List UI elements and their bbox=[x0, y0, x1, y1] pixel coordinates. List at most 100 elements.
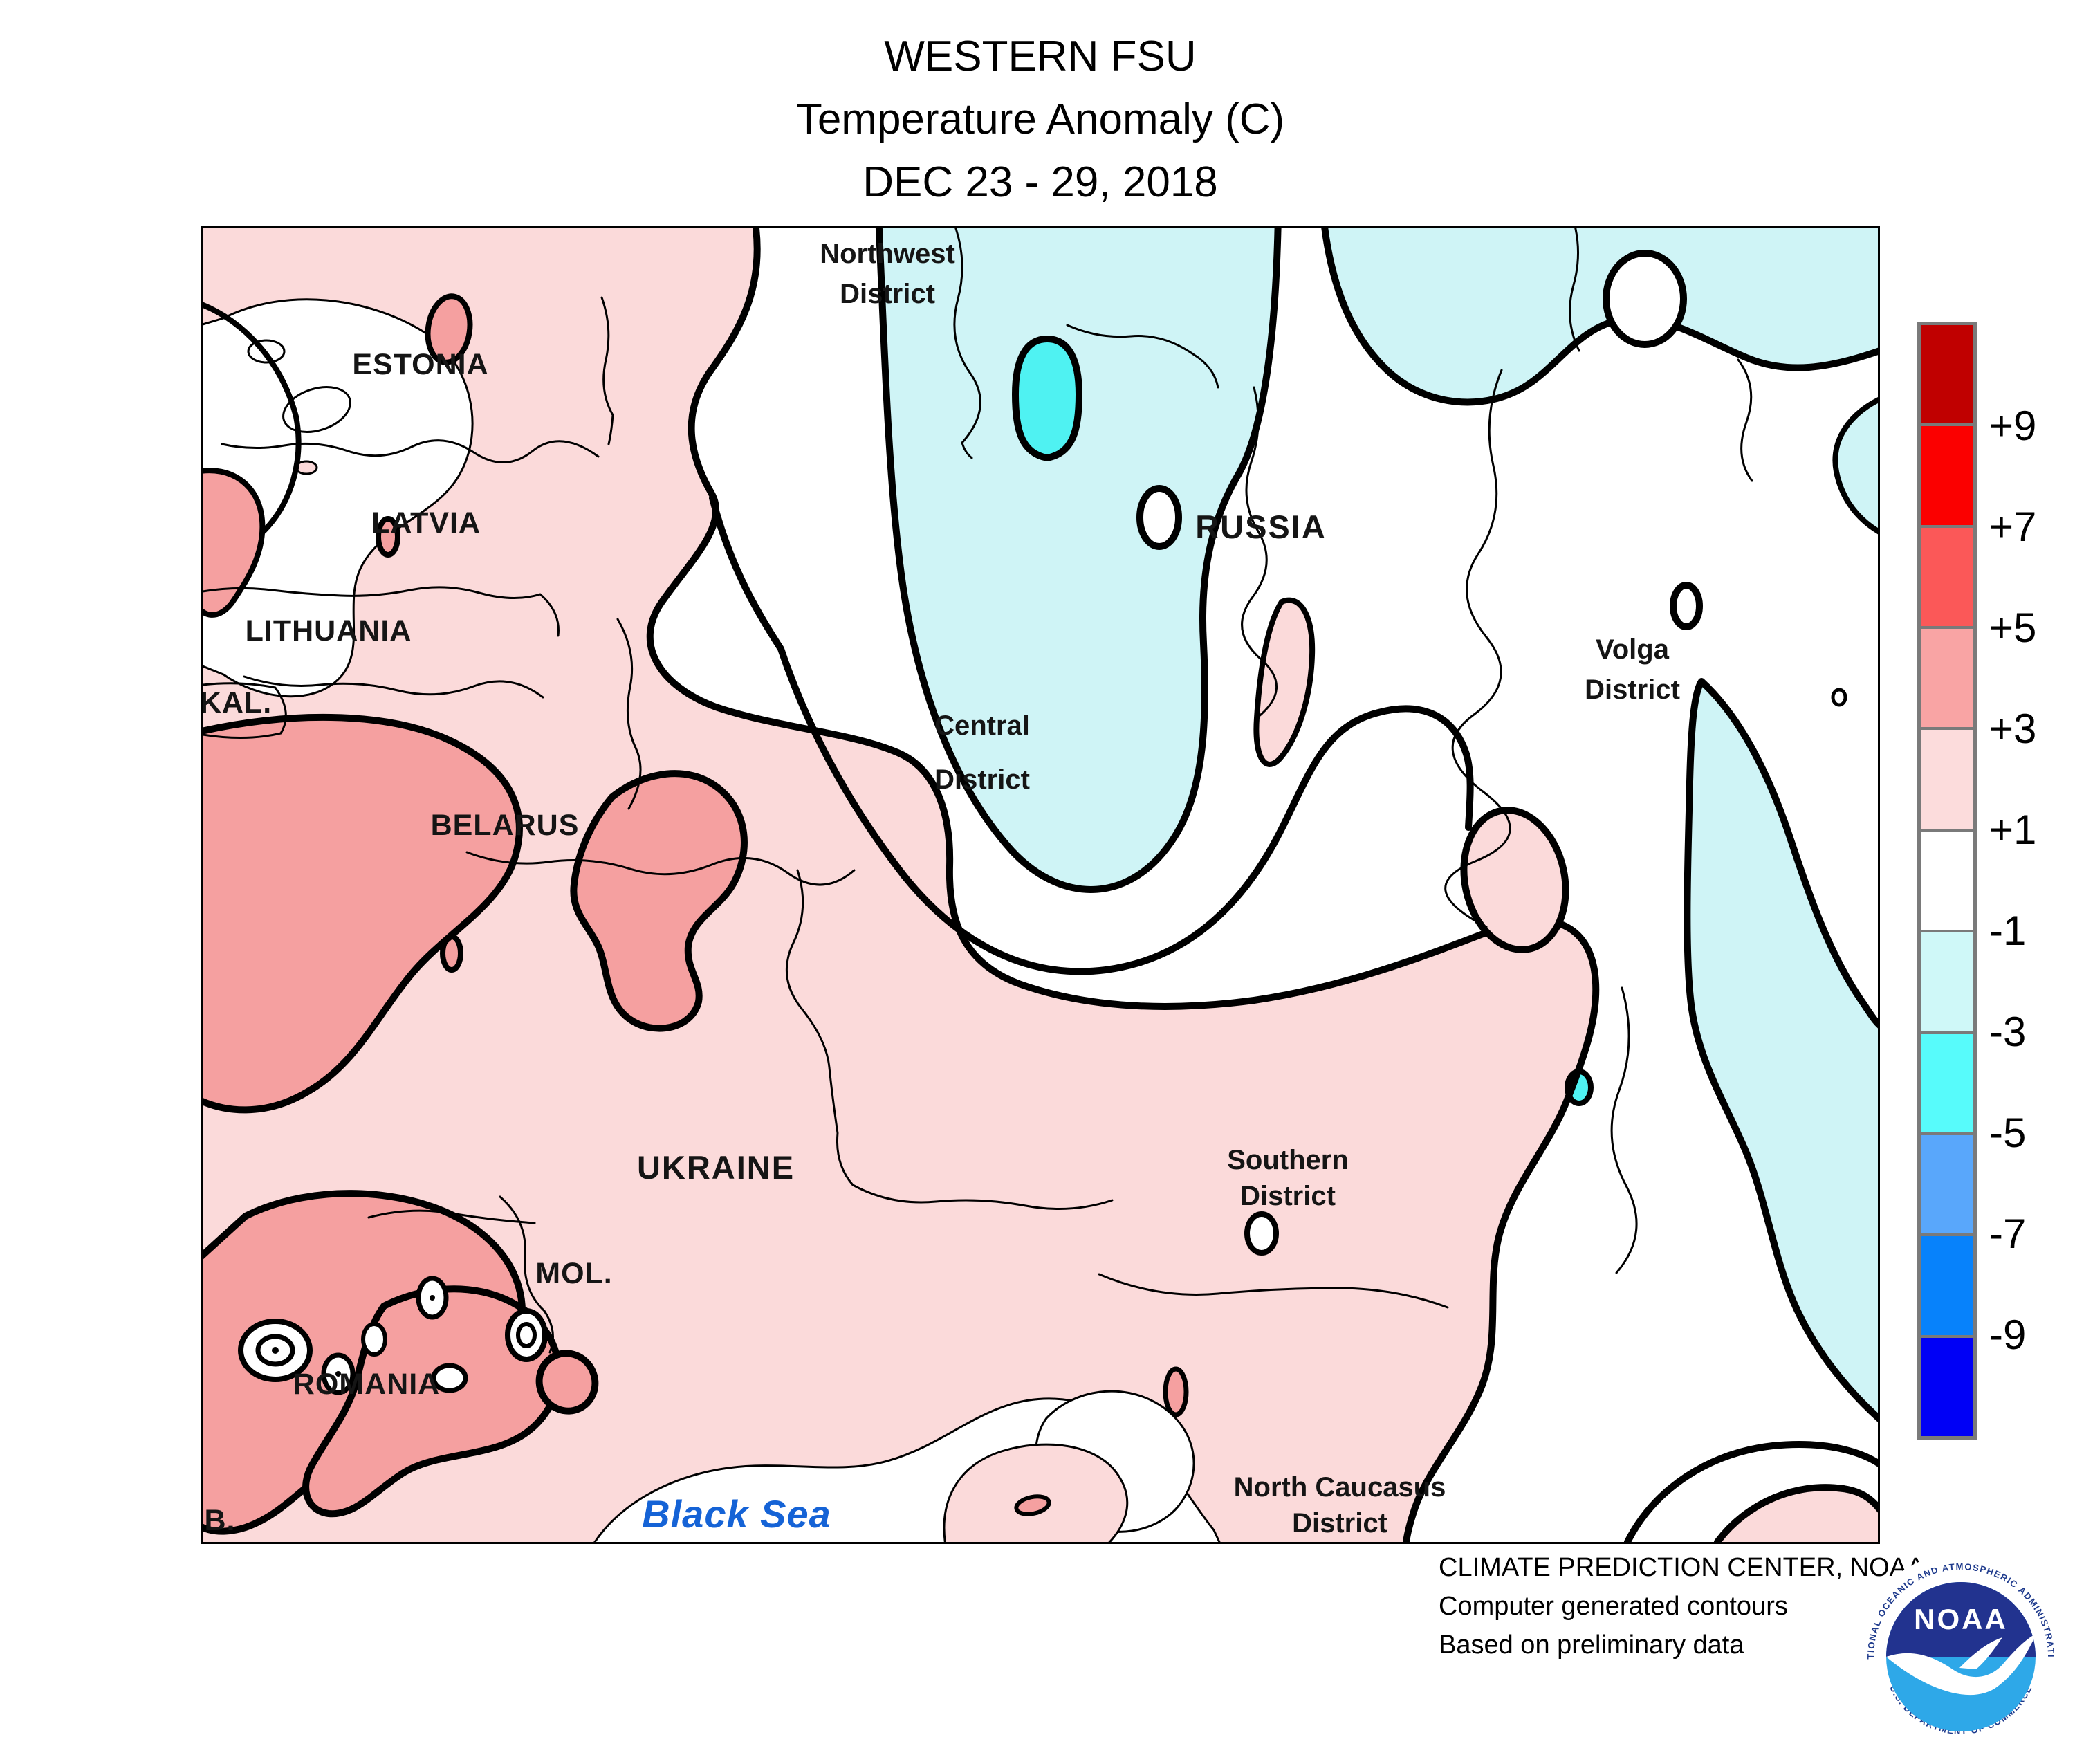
legend-label: -5 bbox=[1989, 1110, 2027, 1156]
label-volga-district-1: Volga bbox=[1596, 634, 1670, 665]
logo-seagull-wing-icon bbox=[1959, 1637, 2002, 1669]
label-northwest-district-2: District bbox=[840, 279, 935, 309]
legend-cell bbox=[1921, 1132, 1973, 1234]
chart-title: WESTERN FSU Temperature Anomaly (C) DEC … bbox=[203, 25, 1878, 214]
legend-label: +1 bbox=[1989, 807, 2037, 853]
label-central-district-2: District bbox=[934, 764, 1030, 795]
cool-core-minus3 bbox=[1012, 336, 1082, 461]
contour-arc-topleft bbox=[203, 302, 302, 534]
border-latvia-south bbox=[203, 586, 560, 637]
legend-label: -7 bbox=[1989, 1211, 2027, 1257]
zero-ring bbox=[1136, 485, 1182, 550]
title-line-1: WESTERN FSU bbox=[884, 33, 1197, 80]
label-latvia: LATVIA bbox=[371, 506, 481, 540]
border-lithuania-belarus bbox=[243, 675, 544, 699]
regions-warm-plus3 bbox=[203, 293, 748, 1535]
tiny-ring bbox=[1831, 688, 1847, 707]
title-line-2: Temperature Anomaly (C) bbox=[795, 95, 1285, 143]
border-romania-north bbox=[367, 1209, 536, 1224]
label-north-caucasus-1: North Caucasus bbox=[1234, 1472, 1446, 1503]
legend-cell bbox=[1921, 325, 1973, 424]
anomaly-map: Northwest District ESTONIA LATVIA LITHUA… bbox=[201, 226, 1880, 1544]
legend-cell bbox=[1921, 1233, 1973, 1335]
russia-warm-teardrop bbox=[1253, 597, 1316, 767]
border-kaliningrad bbox=[203, 682, 287, 739]
border-estonia-south bbox=[221, 439, 600, 463]
label-ukraine: UKRAINE bbox=[637, 1149, 795, 1186]
label-southern-district-2: District bbox=[1240, 1181, 1336, 1211]
legend-cell bbox=[1921, 423, 1973, 525]
border-in-cool-region bbox=[1066, 324, 1219, 389]
border-belarus-russia bbox=[616, 618, 642, 810]
ne-white-hole bbox=[1603, 250, 1687, 348]
title-line-3: DEC 23 - 29, 2018 bbox=[863, 158, 1218, 206]
label-estonia: ESTONIA bbox=[352, 348, 488, 381]
legend-label: +9 bbox=[1989, 403, 2037, 449]
legend-label: +7 bbox=[1989, 504, 2037, 550]
bottom-right-region bbox=[1624, 1441, 1878, 1542]
border-ukraine-russia bbox=[785, 869, 1114, 1210]
logo-seagull-icon bbox=[1886, 1633, 2037, 1696]
attribution-line-3: Based on preliminary data bbox=[1439, 1630, 1744, 1660]
closed-contour-rings bbox=[1136, 485, 1847, 1417]
right-edge-cool-notch bbox=[1832, 397, 1878, 535]
northeast-cool bbox=[1321, 228, 1878, 406]
map-labels: Northwest District ESTONIA LATVIA LITHUA… bbox=[201, 239, 1680, 1538]
contour-plus1 bbox=[646, 228, 1600, 1542]
legend-label: +3 bbox=[1989, 706, 2037, 752]
label-north-caucasus-2: District bbox=[1292, 1508, 1387, 1538]
legend-colorbar bbox=[1917, 322, 1977, 1440]
attribution-line-2: Computer generated contours bbox=[1439, 1592, 1788, 1621]
west-edge-warm-core bbox=[203, 713, 523, 1114]
carpathian-rings bbox=[238, 1276, 548, 1395]
legend-label: -1 bbox=[1989, 908, 2027, 954]
legend-cell bbox=[1921, 727, 1973, 829]
border-estonia-east bbox=[600, 296, 614, 445]
label-b-abbrev: B. bbox=[205, 1504, 236, 1537]
border-northwest-central bbox=[953, 228, 981, 459]
volga-warm-oval bbox=[1460, 807, 1569, 953]
label-volga-district-2: District bbox=[1585, 674, 1680, 705]
label-belarus: BELARUS bbox=[431, 809, 580, 842]
zero-ring bbox=[1670, 582, 1703, 630]
border-north-caucasus bbox=[1098, 1273, 1449, 1309]
legend-label: +5 bbox=[1989, 605, 2037, 651]
estonia-warm-core bbox=[425, 293, 473, 365]
black-sea-region bbox=[593, 1390, 1221, 1542]
border-volga-southern bbox=[1444, 369, 1511, 928]
legend-labels: +9 +7 +5 +3 +1 -1 -3 -5 -7 -9 bbox=[1989, 325, 2075, 1436]
logo-sky bbox=[1886, 1582, 2036, 1657]
attribution-line-1: CLIMATE PREDICTION CENTER, NOAA bbox=[1439, 1553, 1925, 1582]
legend-cell bbox=[1921, 626, 1973, 728]
legend-cell bbox=[1921, 524, 1973, 627]
label-kaliningrad: KAL. bbox=[201, 686, 272, 719]
caucasus-warm-ovalet bbox=[1163, 1366, 1189, 1417]
political-borders bbox=[203, 228, 1753, 1354]
label-central-district-1: Central bbox=[934, 710, 1030, 741]
volga-east-cool-wedge bbox=[1684, 678, 1878, 1422]
label-moldova: MOL. bbox=[535, 1257, 612, 1290]
crimea-peninsula bbox=[943, 1443, 1129, 1542]
label-romania: ROMANIA bbox=[293, 1368, 440, 1401]
noaa-logo: NATIONAL OCEANIC AND ATMOSPHERIC ADMINIS… bbox=[1856, 1552, 2065, 1761]
label-russia: RUSSIA bbox=[1195, 508, 1327, 545]
label-lithuania: LITHUANIA bbox=[246, 614, 412, 647]
border-belarus-ukraine bbox=[465, 851, 856, 886]
region-warm-plus1 bbox=[203, 228, 1596, 1542]
legend-label: -9 bbox=[1989, 1312, 2027, 1358]
crimea-warm-spot bbox=[1014, 1494, 1051, 1516]
legend-label: -3 bbox=[1989, 1009, 2027, 1055]
latvia-edge-warm-core bbox=[203, 468, 266, 618]
moldova-warm-core bbox=[535, 1350, 599, 1415]
legend-cell bbox=[1921, 828, 1973, 930]
label-northwest-district-1: Northwest bbox=[820, 239, 955, 269]
river-east bbox=[1610, 986, 1638, 1274]
legend-cell bbox=[1921, 930, 1973, 1031]
label-black-sea: Black Sea bbox=[642, 1492, 831, 1536]
attribution: CLIMATE PREDICTION CENTER, NOAA Computer… bbox=[1439, 1548, 1924, 1664]
label-southern-district-1: Southern bbox=[1227, 1145, 1349, 1175]
southern-white-oval bbox=[1244, 1211, 1279, 1256]
island bbox=[282, 386, 351, 433]
border-ne bbox=[1569, 228, 1580, 352]
legend-cell bbox=[1921, 1031, 1973, 1132]
